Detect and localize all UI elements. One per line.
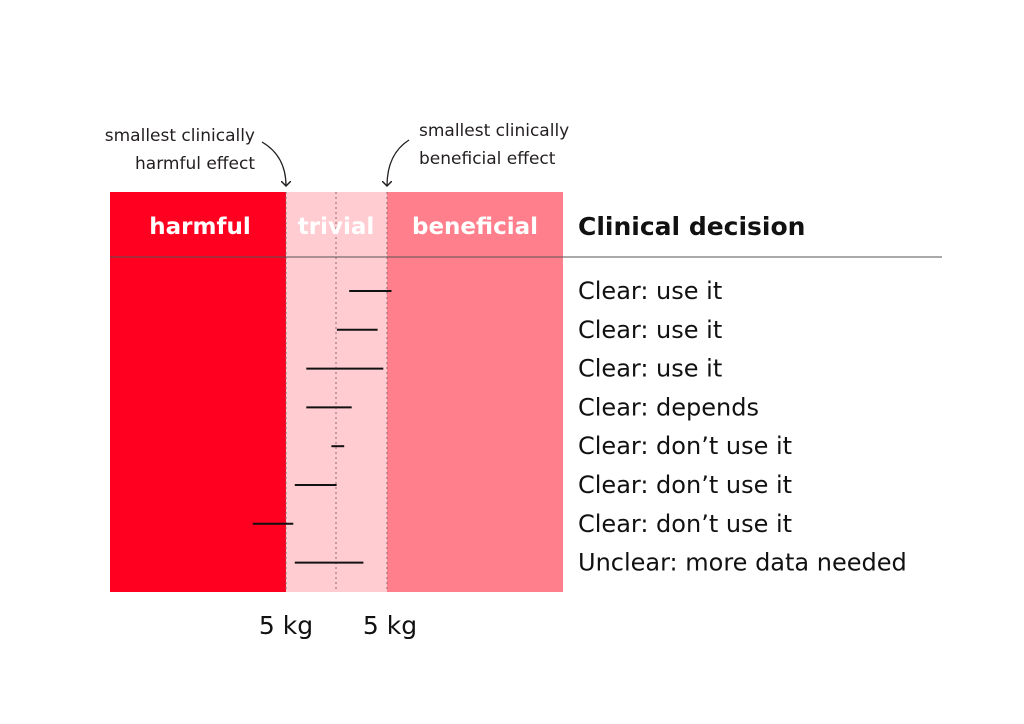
decision-label-2: Clear: use it xyxy=(578,316,722,344)
beneficial-zone-label: beneficial xyxy=(412,214,538,240)
trivial-zone-label: trivial xyxy=(298,214,375,240)
harmful-zone-label: harmful xyxy=(149,214,250,240)
clinical-decision-header: Clinical decision xyxy=(578,212,805,241)
decision-label-6: Clear: don’t use it xyxy=(578,471,792,499)
decision-label-7: Clear: don’t use it xyxy=(578,510,792,538)
decision-label-5: Clear: don’t use it xyxy=(578,432,792,460)
harmful-annotation-line-1: smallest clinically xyxy=(105,126,255,146)
harmful-annotation-line-2: harmful effect xyxy=(135,154,255,174)
decision-list: Clear: use it Clear: use it Clear: use it C… xyxy=(578,277,907,577)
decision-label-1: Clear: use it xyxy=(578,277,722,305)
beneficial-annotation-line-1: smallest clinically xyxy=(419,121,569,141)
beneficial-zone xyxy=(387,192,563,592)
decision-label-4: Clear: depends xyxy=(578,393,759,421)
harmful-zone xyxy=(110,192,286,592)
decision-label-8: Unclear: more data needed xyxy=(578,549,907,577)
harmful-arrow-icon xyxy=(261,141,286,186)
decision-label-3: Clear: use it xyxy=(578,355,722,383)
confidence-intervals xyxy=(252,290,392,564)
beneficial-annotation-line-2: beneficial effect xyxy=(419,149,556,169)
beneficial-threshold-label: 5 kg xyxy=(363,611,417,640)
beneficial-arrow-icon xyxy=(387,139,410,186)
harmful-threshold-label: 5 kg xyxy=(259,611,313,640)
